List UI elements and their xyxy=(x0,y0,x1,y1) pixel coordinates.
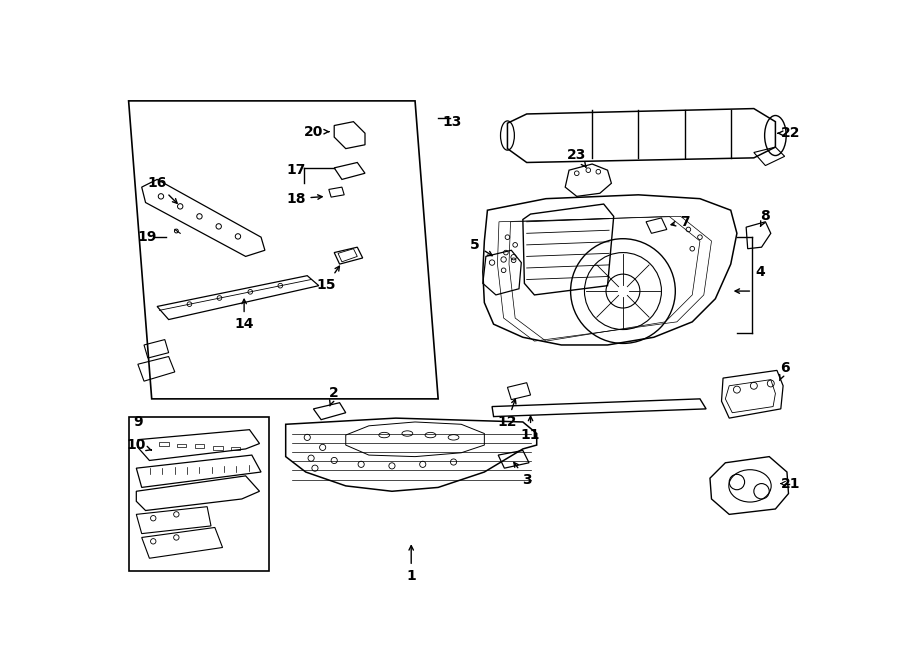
Text: 14: 14 xyxy=(234,299,254,331)
Text: 23: 23 xyxy=(567,148,587,167)
Text: 13: 13 xyxy=(442,114,462,129)
Text: 15: 15 xyxy=(317,266,339,292)
Text: 19: 19 xyxy=(138,230,157,244)
Text: 4: 4 xyxy=(755,265,765,279)
Text: 11: 11 xyxy=(521,416,540,442)
Text: 20: 20 xyxy=(303,125,328,139)
Text: 7: 7 xyxy=(671,215,689,229)
Text: 12: 12 xyxy=(498,399,518,429)
Text: 17: 17 xyxy=(286,163,305,177)
Text: 1: 1 xyxy=(406,545,416,583)
Text: 18: 18 xyxy=(286,192,322,206)
Text: 2: 2 xyxy=(329,387,339,406)
Text: 21: 21 xyxy=(781,477,801,490)
Text: 6: 6 xyxy=(779,361,789,381)
Text: 16: 16 xyxy=(148,176,177,204)
Text: 10: 10 xyxy=(127,438,151,452)
Text: 5: 5 xyxy=(470,238,492,256)
Text: 8: 8 xyxy=(760,210,770,226)
Text: 3: 3 xyxy=(514,463,532,486)
Text: 22: 22 xyxy=(778,126,801,140)
Text: 9: 9 xyxy=(133,415,143,429)
